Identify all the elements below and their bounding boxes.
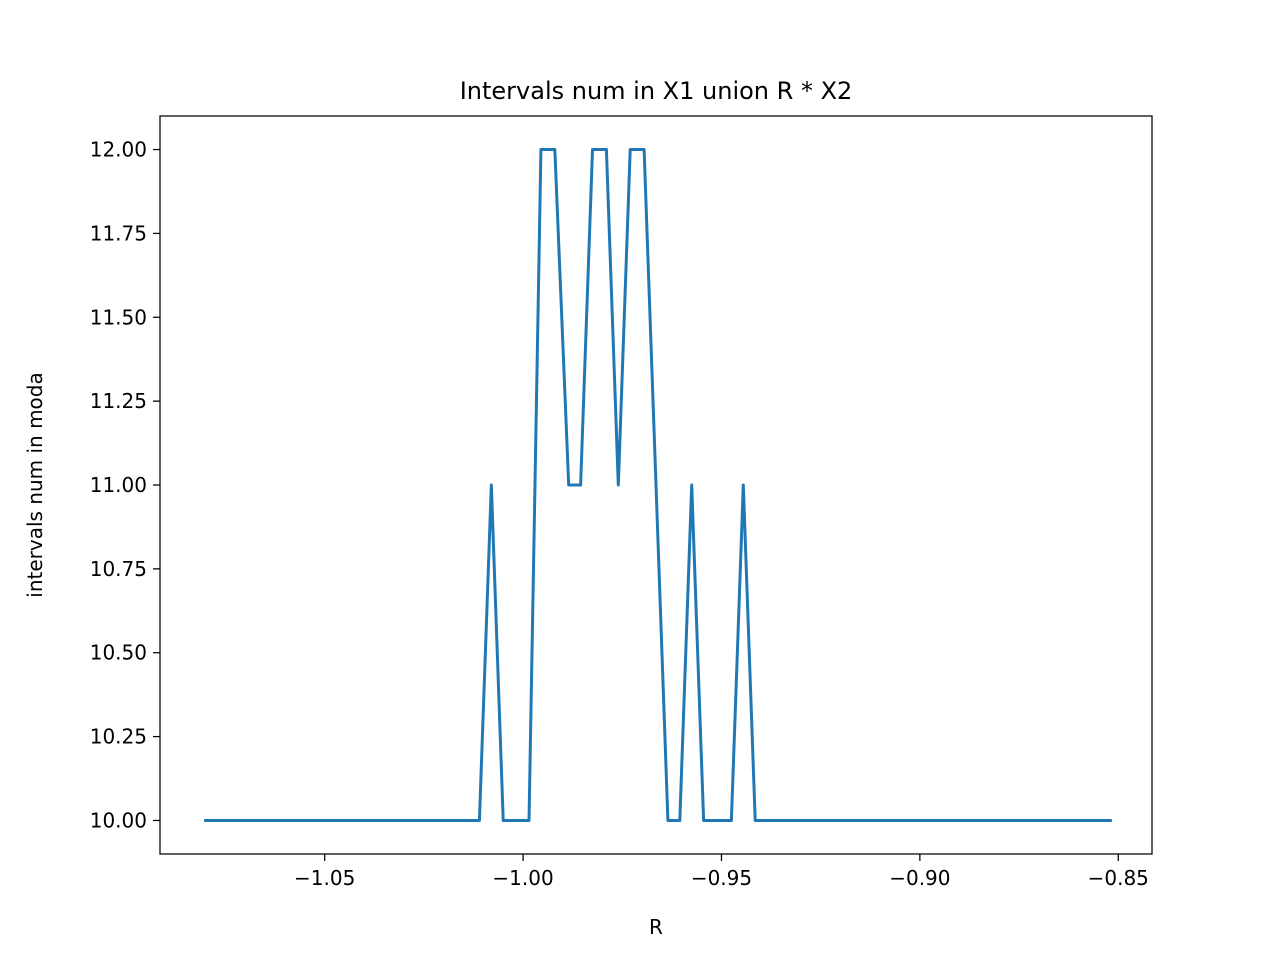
y-tick-label: 10.75	[90, 557, 147, 581]
y-tick-label: 10.00	[90, 808, 147, 832]
y-tick-label: 10.50	[90, 641, 147, 665]
series-layer	[204, 148, 1112, 822]
y-tick-label: 11.75	[90, 221, 147, 245]
series-line-0	[204, 148, 1112, 822]
y-tick-label: 11.00	[90, 473, 147, 497]
y-axis-label: intervals num in moda	[23, 372, 47, 597]
x-tick-label: −0.95	[691, 866, 752, 890]
y-tick-label: 11.25	[90, 389, 147, 413]
x-tick-label: −1.00	[492, 866, 553, 890]
y-tick-label: 11.50	[90, 305, 147, 329]
x-axis-label: R	[649, 915, 663, 939]
y-tick-label: 12.00	[90, 138, 147, 162]
chart-title: Intervals num in X1 union R * X2	[460, 77, 853, 105]
x-tick-label: −0.85	[1088, 866, 1149, 890]
y-axis: 10.00 10.25 10.50 10.75 11.00 11.25 11.50 11.75…	[90, 138, 160, 832]
x-tick-label: −1.05	[294, 866, 355, 890]
x-axis: −1.05 −1.00 −0.95 −0.90 −0.85	[294, 854, 1149, 890]
x-tick-label: −0.90	[889, 866, 950, 890]
y-tick-label: 10.25	[90, 725, 147, 749]
